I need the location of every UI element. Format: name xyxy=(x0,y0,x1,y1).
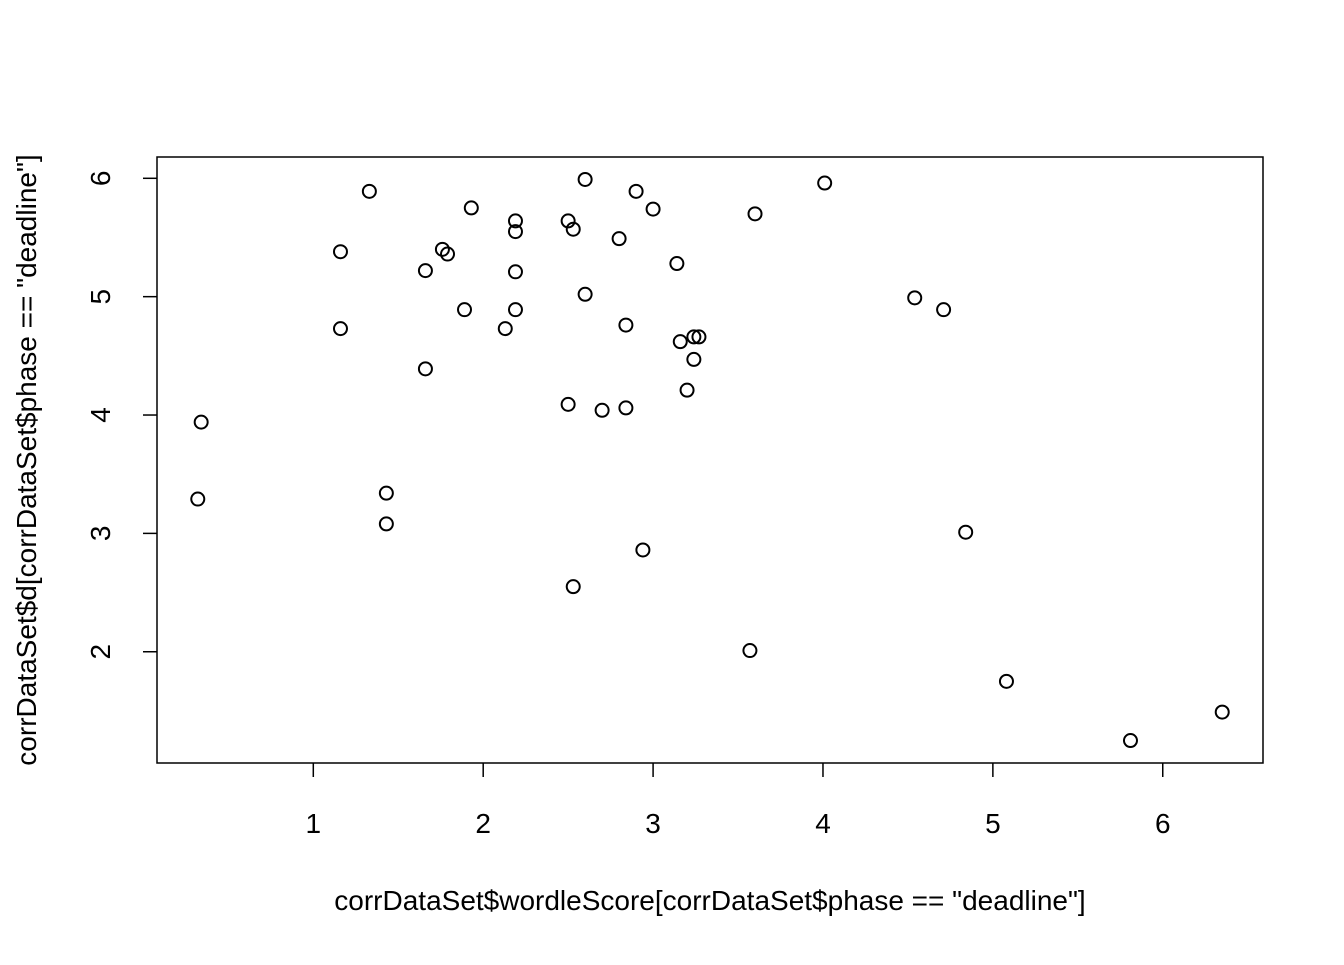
y-tick-label: 6 xyxy=(85,171,116,187)
y-tick-label: 4 xyxy=(85,407,116,423)
point xyxy=(577,286,593,302)
x-tick-label: 5 xyxy=(985,808,1001,839)
point xyxy=(747,206,763,222)
point xyxy=(507,213,523,229)
point xyxy=(691,329,707,345)
point xyxy=(417,361,433,377)
point xyxy=(1122,733,1138,749)
point xyxy=(686,329,702,345)
plot-frame xyxy=(156,156,1264,764)
point xyxy=(594,402,610,418)
y-axis-label: corrDataSet$d[corrDataSet$phase == "dead… xyxy=(11,154,42,765)
point xyxy=(577,171,593,187)
point xyxy=(565,579,581,595)
y-tick-label: 5 xyxy=(85,289,116,305)
point xyxy=(669,256,685,272)
y-tick-label: 3 xyxy=(85,526,116,542)
point xyxy=(560,213,576,229)
point xyxy=(190,491,206,507)
point xyxy=(440,246,456,262)
x-tick-label: 4 xyxy=(815,808,831,839)
point xyxy=(463,200,479,216)
point xyxy=(560,396,576,412)
point xyxy=(936,302,952,318)
point xyxy=(998,673,1014,689)
point xyxy=(507,224,523,240)
point xyxy=(679,382,695,398)
point xyxy=(907,290,923,306)
x-axis-label: corrDataSet$wordleScore[corrDataSet$phas… xyxy=(334,885,1085,916)
point xyxy=(457,302,473,318)
point xyxy=(332,321,348,337)
point xyxy=(958,524,974,540)
point xyxy=(618,400,634,416)
point xyxy=(361,183,377,199)
point xyxy=(1214,704,1230,720)
point xyxy=(618,317,634,333)
point xyxy=(507,302,523,318)
point xyxy=(378,485,394,501)
point xyxy=(635,542,651,558)
point xyxy=(417,263,433,279)
point xyxy=(817,175,833,191)
point xyxy=(628,183,644,199)
point xyxy=(611,231,627,247)
point xyxy=(686,351,702,367)
x-tick-label: 3 xyxy=(645,808,661,839)
point xyxy=(378,516,394,532)
point xyxy=(645,201,661,217)
point xyxy=(507,264,523,280)
point xyxy=(193,414,209,430)
point xyxy=(672,334,688,350)
point xyxy=(332,244,348,260)
point xyxy=(434,241,450,257)
y-tick-label: 2 xyxy=(85,644,116,660)
point xyxy=(742,643,758,659)
point xyxy=(565,221,581,237)
point xyxy=(497,321,513,337)
x-tick-label: 1 xyxy=(306,808,322,839)
x-tick-label: 6 xyxy=(1155,808,1171,839)
x-tick-label: 2 xyxy=(475,808,491,839)
